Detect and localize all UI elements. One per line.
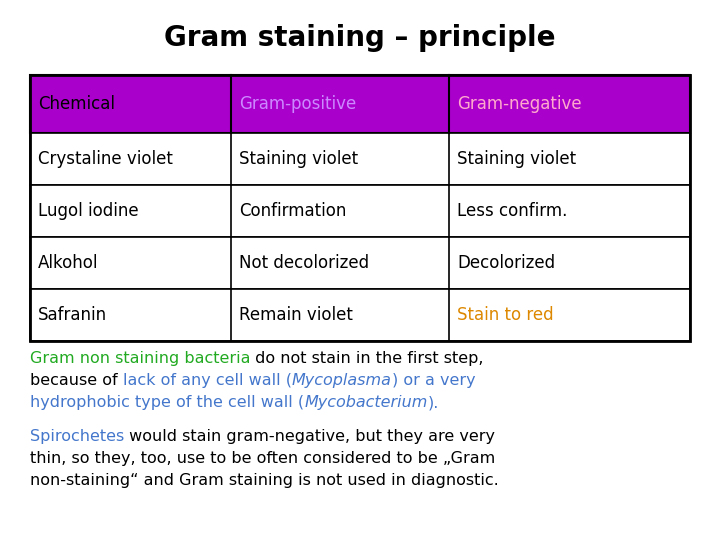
- Text: Alkohol: Alkohol: [38, 254, 99, 272]
- Text: Spirochetes: Spirochetes: [30, 429, 125, 444]
- Text: ) or a very: ) or a very: [392, 373, 475, 388]
- Text: Crystaline violet: Crystaline violet: [38, 150, 173, 168]
- Text: Mycobacterium: Mycobacterium: [304, 395, 428, 410]
- Text: lack of any cell wall (: lack of any cell wall (: [122, 373, 292, 388]
- Text: Gram-negative: Gram-negative: [457, 95, 582, 113]
- Text: Chemical: Chemical: [38, 95, 115, 113]
- Text: Mycoplasma: Mycoplasma: [292, 373, 392, 388]
- Text: Lugol iodine: Lugol iodine: [38, 202, 139, 220]
- Bar: [30, 237, 690, 289]
- Text: Gram staining – principle: Gram staining – principle: [164, 24, 556, 52]
- Bar: [30, 133, 690, 185]
- Text: Gram-positive: Gram-positive: [239, 95, 356, 113]
- Bar: [30, 75, 690, 133]
- Text: would stain gram-negative, but they are very: would stain gram-negative, but they are …: [125, 429, 495, 444]
- Text: Less confirm.: Less confirm.: [457, 202, 567, 220]
- Text: Staining violet: Staining violet: [239, 150, 359, 168]
- Text: Gram non staining bacteria: Gram non staining bacteria: [30, 351, 251, 366]
- Bar: [30, 289, 690, 341]
- Bar: [30, 185, 690, 237]
- Text: Stain to red: Stain to red: [457, 306, 554, 324]
- Text: non-staining“ and Gram staining is not used in diagnostic.: non-staining“ and Gram staining is not u…: [30, 473, 499, 488]
- Bar: [30, 75, 690, 341]
- Text: ).: ).: [428, 395, 439, 410]
- Text: Not decolorized: Not decolorized: [239, 254, 369, 272]
- Text: because of: because of: [30, 373, 122, 388]
- Text: Staining violet: Staining violet: [457, 150, 576, 168]
- Text: Confirmation: Confirmation: [239, 202, 346, 220]
- Text: Safranin: Safranin: [38, 306, 107, 324]
- Text: hydrophobic type of the cell wall (: hydrophobic type of the cell wall (: [30, 395, 304, 410]
- Text: Remain violet: Remain violet: [239, 306, 354, 324]
- Text: Decolorized: Decolorized: [457, 254, 555, 272]
- Text: thin, so they, too, use to be often considered to be „Gram: thin, so they, too, use to be often cons…: [30, 451, 495, 466]
- Text: do not stain in the first step,: do not stain in the first step,: [251, 351, 484, 366]
